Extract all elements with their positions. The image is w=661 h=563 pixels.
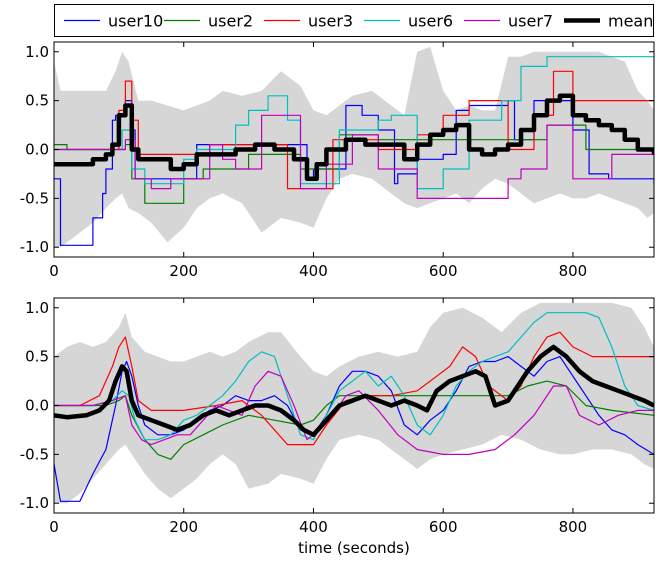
x-tick-label: 0 [49, 518, 59, 536]
series-line-mean [54, 93, 654, 182]
x-tick-label: 200 [169, 262, 198, 280]
plot-area [54, 302, 654, 504]
legend-box [54, 4, 654, 37]
legend-label-user2: user2 [208, 12, 253, 31]
x-tick-label: 0 [49, 262, 59, 280]
y-tick-label: 0.0 [25, 397, 49, 415]
y-tick-label: 0.5 [25, 348, 49, 366]
legend: user10 user2 user3 user6 user7 mean [54, 4, 654, 37]
y-tick-label: 1.0 [25, 299, 49, 317]
x-tick-label: 600 [429, 262, 458, 280]
x-tick-label: 400 [299, 262, 328, 280]
x-tick-label: 400 [299, 518, 328, 536]
x-tick-label: 800 [559, 262, 588, 280]
y-tick-label: -1.0 [20, 238, 49, 256]
y-tick-label: 1.0 [25, 43, 49, 61]
y-tick-label: 0.0 [25, 141, 49, 159]
y-tick-label: -0.5 [20, 445, 49, 463]
range-band [54, 302, 654, 504]
legend-label-user7: user7 [508, 12, 553, 31]
series-line-user7 [54, 114, 654, 199]
legend-label-user6: user6 [408, 12, 453, 31]
x-axis-label: time (seconds) [298, 539, 410, 557]
y-tick-label: -0.5 [20, 189, 49, 207]
series-line-user6 [54, 312, 654, 441]
legend-label-user3: user3 [308, 12, 353, 31]
x-tick-label: 200 [169, 518, 198, 536]
y-tick-label: -1.0 [20, 494, 49, 512]
plot-area [54, 46, 654, 248]
x-tick-label: 600 [429, 518, 458, 536]
panel-bottom: 0 200 400 600 800 -1.0 -0.5 0.0 0.5 1.0 time (seco… [20, 297, 655, 557]
series-line-mean [54, 344, 654, 438]
legend-label-mean: mean [608, 12, 653, 31]
legend-label-user10: user10 [108, 12, 163, 31]
x-tick-label: 800 [559, 518, 588, 536]
panel-top: 0 200 400 600 800 -1.0 -0.5 0.0 0.5 1.0 [20, 41, 655, 280]
y-tick-label: 0.5 [25, 92, 49, 110]
range-band [54, 46, 654, 248]
